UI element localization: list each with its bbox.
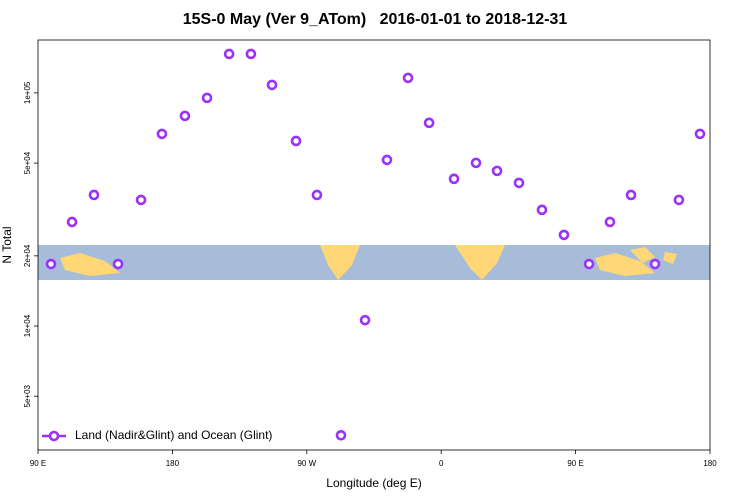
- point: [448, 173, 460, 185]
- x-tick-label: 180: [703, 459, 717, 468]
- point: [135, 194, 147, 206]
- point: [66, 216, 78, 228]
- point: [359, 314, 371, 326]
- x-tick-label: 180: [166, 459, 180, 468]
- x-axis-label: Longitude (deg E): [326, 476, 421, 490]
- legend-marker: [48, 430, 60, 442]
- point: [558, 229, 570, 241]
- x-tick-label: 90 E: [567, 459, 583, 468]
- point: [223, 48, 235, 60]
- point: [673, 194, 685, 206]
- x-tick-label: 90 E: [30, 459, 46, 468]
- point: [311, 189, 323, 201]
- point: [470, 157, 482, 169]
- point: [491, 165, 503, 177]
- point: [604, 216, 616, 228]
- y-tick-label: 1e+05: [23, 81, 32, 104]
- point: [402, 72, 414, 84]
- point: [649, 258, 661, 270]
- point: [583, 258, 595, 270]
- point: [513, 177, 525, 189]
- plot-frame: [37, 39, 711, 451]
- y-tick-label: 2e+04: [23, 244, 32, 267]
- point: [201, 92, 213, 104]
- point: [625, 189, 637, 201]
- y-axis-label: N Total: [0, 226, 14, 263]
- map-strip: [38, 245, 710, 280]
- point: [335, 429, 347, 441]
- legend-label: Land (Nadir&Glint) and Ocean (Glint): [75, 428, 272, 442]
- y-tick-label: 5e+04: [23, 151, 32, 174]
- point: [245, 48, 257, 60]
- point: [290, 135, 302, 147]
- point: [112, 258, 124, 270]
- point: [536, 204, 548, 216]
- point: [381, 154, 393, 166]
- chart-title: 15S-0 May (Ver 9_ATom) 2016-01-01 to 201…: [183, 11, 568, 28]
- point: [423, 117, 435, 129]
- x-tick-label: 90 W: [297, 459, 316, 468]
- y-tick-label: 1e+04: [23, 314, 32, 337]
- point: [694, 128, 706, 140]
- y-tick-label: 5e+03: [23, 384, 32, 407]
- point: [45, 258, 57, 270]
- point: [156, 128, 168, 140]
- point: [88, 189, 100, 201]
- x-tick-label: 0: [439, 459, 444, 468]
- point: [266, 79, 278, 91]
- point: [179, 110, 191, 122]
